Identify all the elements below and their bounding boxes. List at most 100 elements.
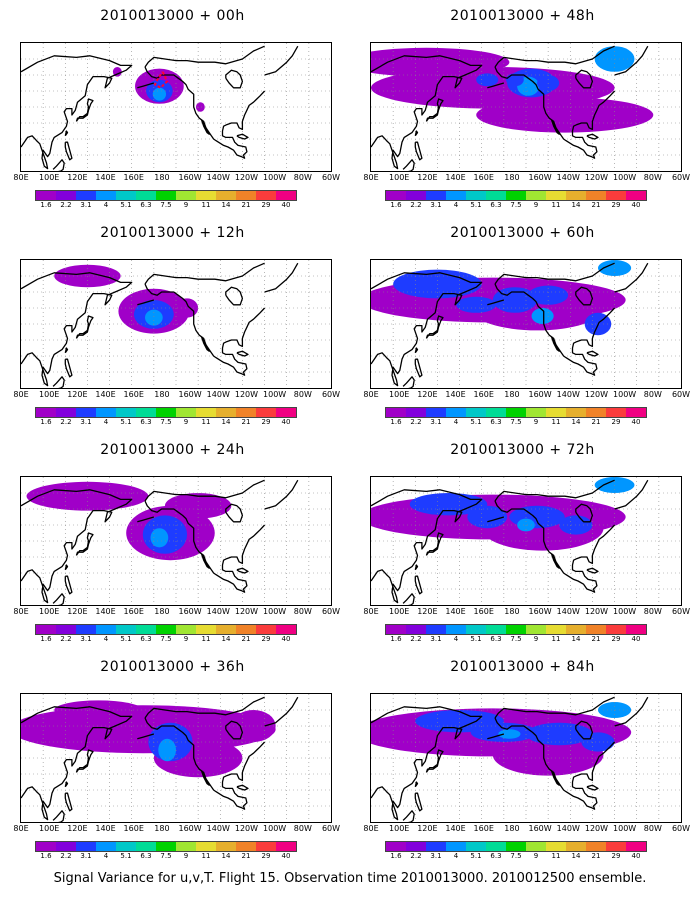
coastline bbox=[144, 45, 265, 68]
colorbar-label: 14 bbox=[221, 635, 231, 643]
colorbar-swatch bbox=[256, 625, 276, 634]
colorbar-label: 9 bbox=[533, 418, 539, 426]
colorbar-swatch bbox=[216, 408, 236, 417]
longitude-tick-label: 140E bbox=[445, 390, 466, 399]
coastline bbox=[575, 69, 594, 89]
colorbar-label: 1.6 bbox=[40, 201, 52, 209]
coastline bbox=[550, 553, 560, 569]
coastline bbox=[586, 133, 599, 140]
coastline bbox=[425, 98, 444, 122]
coastline bbox=[371, 706, 483, 821]
coastline bbox=[200, 336, 210, 352]
map-panel: 2010013000 + 84h 80N70N60N50N40N30N20N10N… bbox=[350, 651, 695, 876]
longitude-tick-label: 100W bbox=[263, 824, 287, 833]
colorbar-swatch bbox=[466, 625, 486, 634]
longitude-tick-label: 160W bbox=[528, 390, 552, 399]
colorbar-swatch bbox=[236, 842, 256, 851]
coastline bbox=[402, 159, 415, 171]
colorbar-label: 3.1 bbox=[80, 852, 92, 860]
colorbar-swatch bbox=[406, 191, 426, 200]
coastline bbox=[414, 141, 423, 161]
colorbar-label: 40 bbox=[631, 418, 641, 426]
colorbar-swatch bbox=[76, 842, 96, 851]
map-plot bbox=[371, 694, 681, 822]
colorbar-swatch bbox=[56, 625, 76, 634]
signal-contour bbox=[528, 285, 569, 305]
colorbar-label: 21 bbox=[241, 201, 251, 209]
coastline bbox=[137, 299, 155, 306]
coastline bbox=[614, 262, 649, 293]
coastline bbox=[21, 706, 133, 821]
colorbar-swatch bbox=[56, 191, 76, 200]
longitude-tick-label: 80W bbox=[643, 390, 662, 399]
signal-contour bbox=[498, 729, 521, 739]
longitude-tick-label: 120E bbox=[67, 173, 88, 182]
panel-title: 2010013000 + 24h bbox=[100, 442, 245, 458]
longitude-tick-label: 140E bbox=[445, 824, 466, 833]
coastline bbox=[487, 299, 505, 306]
coastline bbox=[75, 98, 94, 122]
coastline bbox=[487, 82, 505, 89]
colorbar-label: 3.1 bbox=[430, 635, 442, 643]
panel-title: 2010013000 + 60h bbox=[450, 225, 595, 241]
colorbar-label: 3.1 bbox=[430, 418, 442, 426]
longitude-tick-label: 180 bbox=[154, 173, 170, 182]
longitude-tick-label: 80W bbox=[643, 824, 662, 833]
signal-contour bbox=[476, 73, 499, 87]
longitude-tick-label: 100E bbox=[389, 824, 410, 833]
colorbar-label: 5.1 bbox=[470, 852, 482, 860]
colorbar-label: 3.1 bbox=[80, 201, 92, 209]
colorbar-label: 21 bbox=[241, 635, 251, 643]
longitude-tick-label: 60W bbox=[321, 173, 341, 182]
longitude-tick-label: 160W bbox=[528, 824, 552, 833]
colorbar-label: 29 bbox=[611, 418, 621, 426]
colorbar-swatch bbox=[386, 842, 406, 851]
coastline bbox=[494, 696, 615, 719]
colorbar-swatch bbox=[406, 408, 426, 417]
colorbar-label: 40 bbox=[631, 852, 641, 860]
colorbar-label: 2.2 bbox=[60, 635, 72, 643]
colorbar-label: 40 bbox=[281, 852, 291, 860]
longitude-tick-label: 140E bbox=[95, 824, 116, 833]
longitude-tick-label: 160E bbox=[473, 607, 494, 616]
coastline bbox=[402, 593, 415, 605]
longitude-tick-label: 80W bbox=[293, 607, 312, 616]
colorbar-swatch bbox=[386, 408, 406, 417]
colorbar-label: 4 bbox=[453, 418, 459, 426]
longitude-tick-label: 120W bbox=[234, 390, 259, 399]
colorbar-swatch bbox=[506, 625, 526, 634]
signal-contour bbox=[145, 309, 163, 326]
colorbar-label: 4 bbox=[453, 635, 459, 643]
signal-contour bbox=[195, 102, 205, 112]
longitude-tick-label: 120W bbox=[234, 824, 259, 833]
colorbar-swatch bbox=[96, 625, 116, 634]
longitude-tick-label: 180 bbox=[504, 173, 520, 182]
colorbar-label: 4 bbox=[103, 635, 109, 643]
colorbar-swatch bbox=[176, 842, 196, 851]
coastline bbox=[52, 376, 65, 388]
colorbar-swatch bbox=[526, 408, 546, 417]
colorbar-swatch bbox=[466, 842, 486, 851]
colorbar-label: 1.6 bbox=[40, 418, 52, 426]
longitude-tick-label: 120W bbox=[584, 390, 609, 399]
signal-contour bbox=[476, 97, 654, 133]
colorbar bbox=[385, 624, 647, 635]
colorbar-swatch bbox=[116, 408, 136, 417]
colorbar-label: 29 bbox=[261, 201, 271, 209]
map-panel: 2010013000 + 36h 80N70N60N50N40N30N20N10N… bbox=[0, 651, 345, 876]
colorbar-label: 2.2 bbox=[410, 418, 422, 426]
colorbar-swatch bbox=[36, 625, 56, 634]
longitude-tick-label: 60W bbox=[321, 824, 341, 833]
map-plot bbox=[371, 43, 681, 171]
colorbar bbox=[35, 190, 297, 201]
coastline bbox=[414, 575, 423, 595]
coastline bbox=[21, 489, 133, 604]
coastline bbox=[144, 262, 265, 285]
coastline bbox=[494, 479, 615, 502]
colorbar-swatch bbox=[566, 625, 586, 634]
colorbar-swatch bbox=[606, 842, 626, 851]
coastline bbox=[137, 82, 155, 89]
colorbar-label: 40 bbox=[631, 635, 641, 643]
colorbar-swatch bbox=[446, 842, 466, 851]
colorbar-label: 9 bbox=[533, 852, 539, 860]
